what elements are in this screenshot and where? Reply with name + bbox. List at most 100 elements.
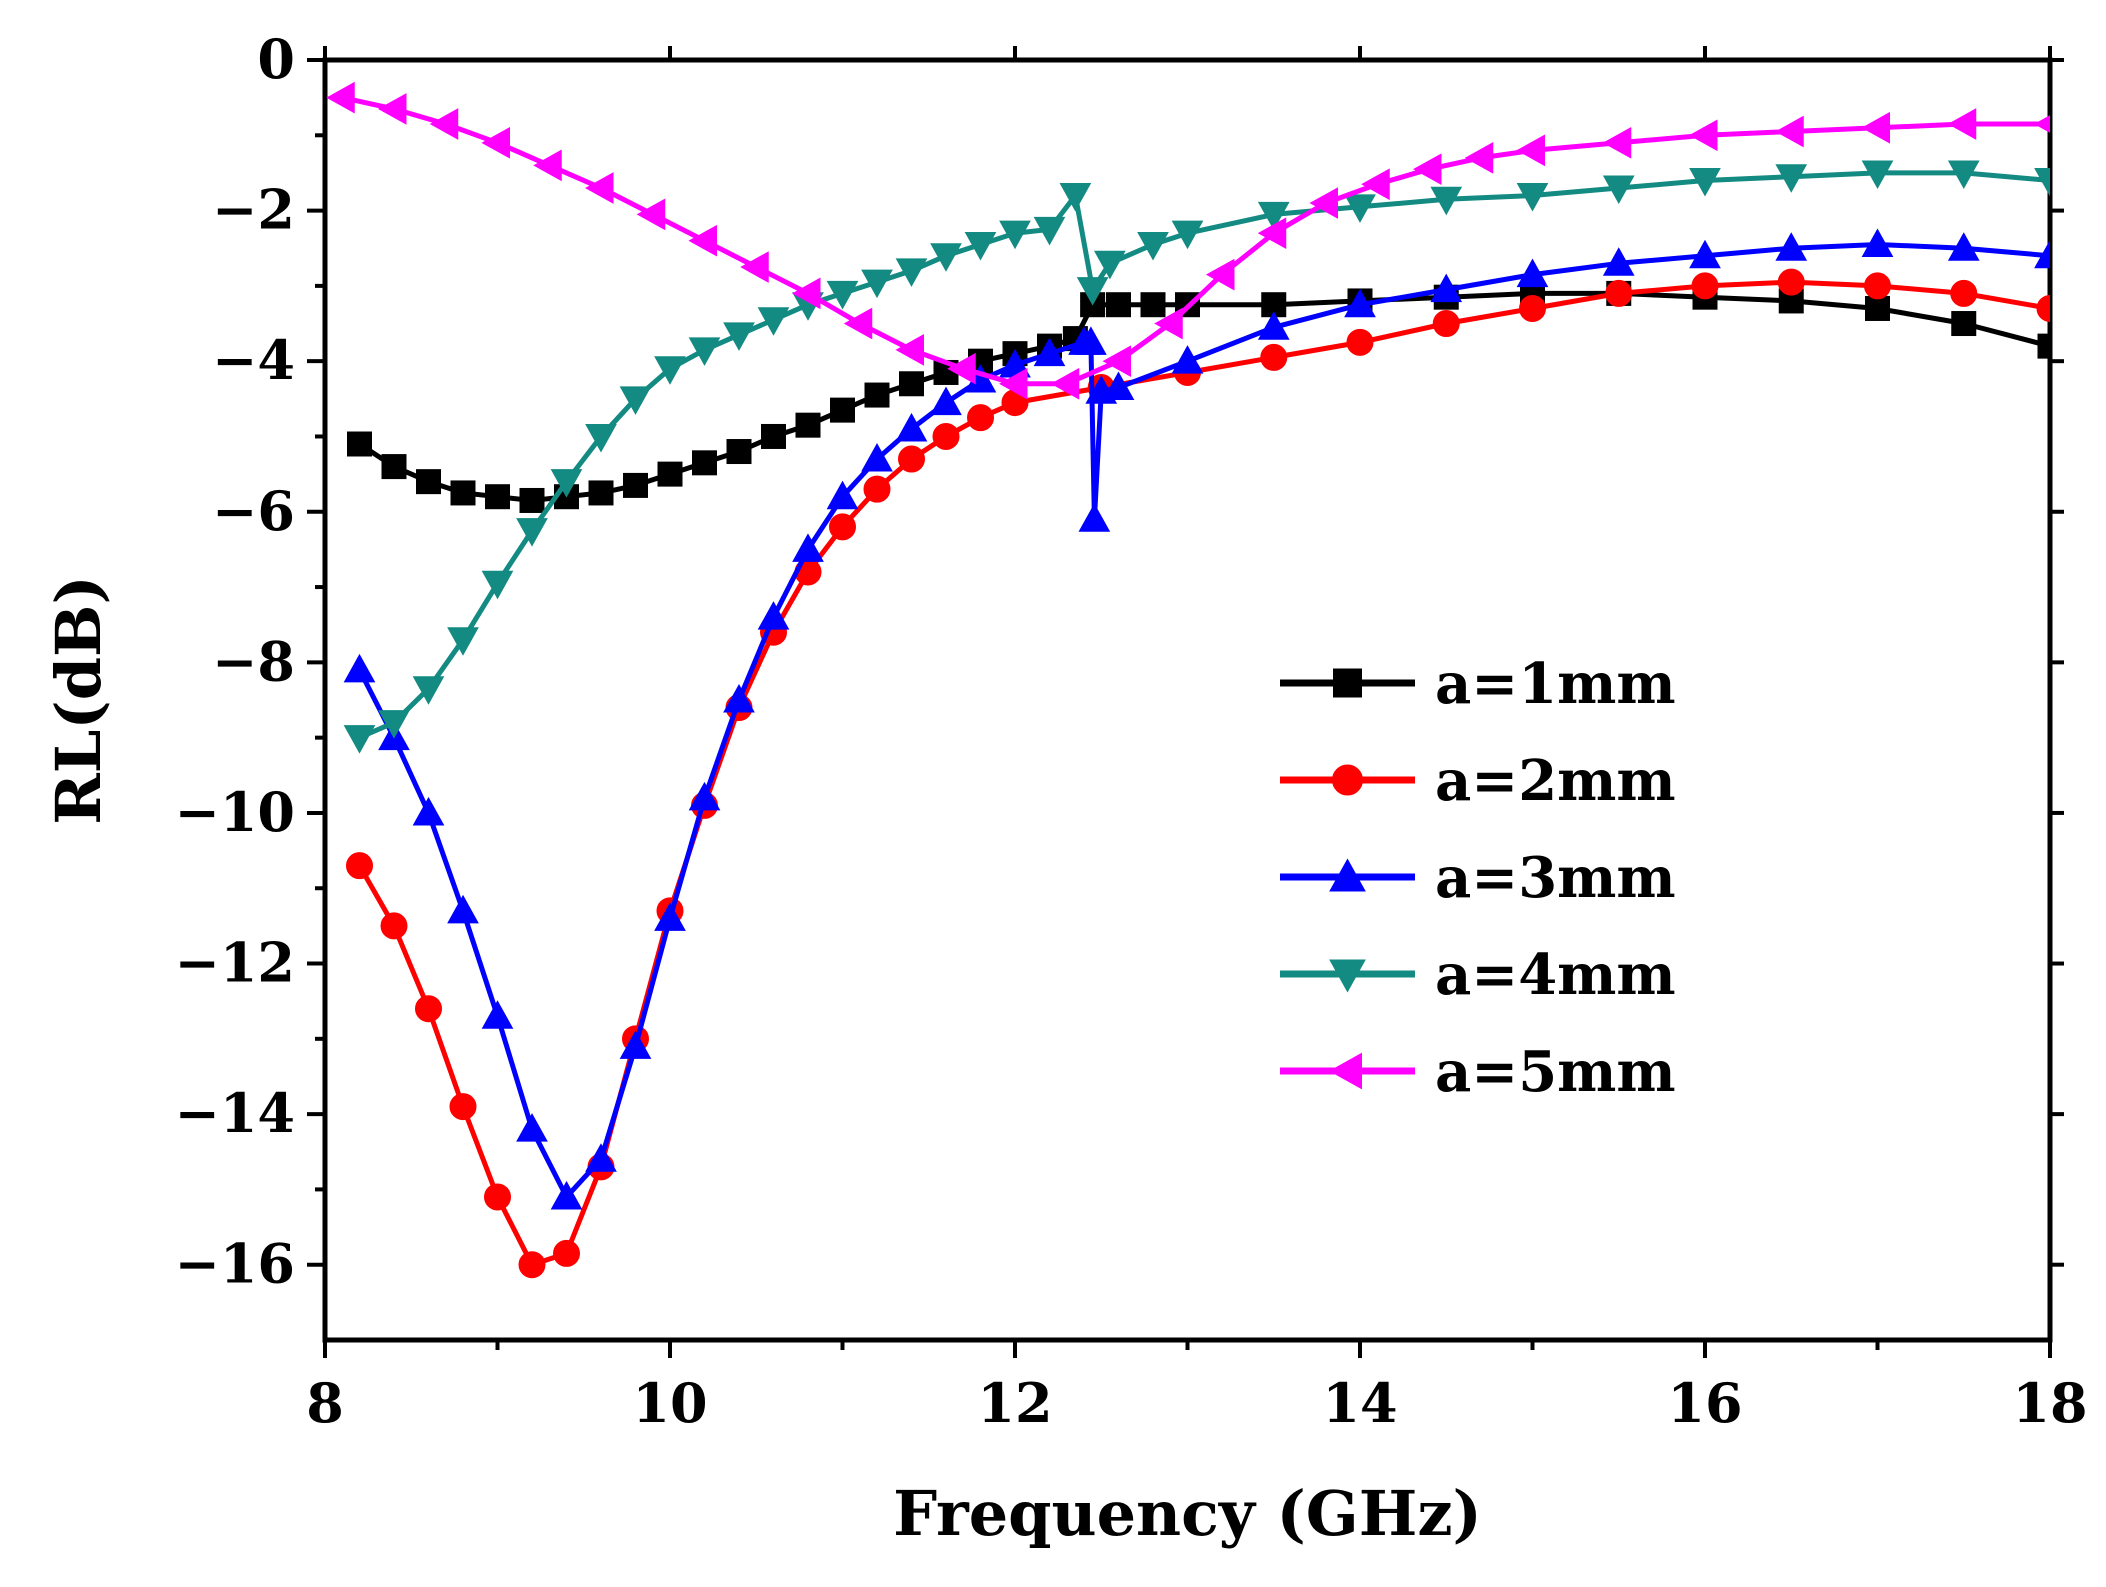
data-point bbox=[1865, 295, 1890, 321]
data-point bbox=[826, 480, 859, 510]
data-point bbox=[654, 356, 686, 385]
y-tick-label: −16 bbox=[175, 1232, 295, 1296]
data-point bbox=[1861, 160, 1894, 189]
data-point bbox=[757, 307, 790, 336]
legend-item: a=5mm bbox=[1280, 1039, 1676, 1105]
legend-label: a=1mm bbox=[1435, 651, 1676, 717]
data-point bbox=[343, 725, 376, 754]
data-point bbox=[2034, 167, 2050, 197]
x-tick-label: 12 bbox=[977, 1371, 1052, 1435]
data-point bbox=[380, 912, 408, 940]
data-point bbox=[1688, 119, 1718, 152]
data-point bbox=[1309, 187, 1338, 219]
data-point bbox=[1516, 183, 1549, 212]
data-point bbox=[864, 382, 890, 408]
data-point bbox=[1076, 277, 1109, 306]
x-tick-label: 10 bbox=[632, 1371, 707, 1435]
x-tick-label: 18 bbox=[2012, 1371, 2087, 1435]
data-point bbox=[584, 172, 614, 204]
data-point bbox=[967, 404, 994, 432]
data-point bbox=[792, 533, 824, 562]
data-point bbox=[1775, 232, 1808, 261]
data-point bbox=[1094, 250, 1126, 280]
data-point bbox=[346, 852, 373, 880]
data-point bbox=[863, 475, 891, 503]
data-point bbox=[588, 480, 614, 506]
data-point bbox=[1075, 326, 1107, 355]
legend-marker bbox=[1333, 668, 1362, 698]
y-tick-label: −10 bbox=[175, 780, 295, 844]
data-point bbox=[481, 570, 514, 600]
data-point bbox=[481, 126, 510, 159]
data-point bbox=[895, 412, 928, 442]
data-point bbox=[518, 1251, 546, 1279]
legend-label: a=3mm bbox=[1435, 845, 1676, 911]
data-point bbox=[326, 81, 355, 114]
data-point bbox=[1430, 186, 1463, 216]
data-point bbox=[447, 627, 479, 656]
data-point bbox=[930, 243, 962, 272]
data-point bbox=[481, 1000, 514, 1029]
data-point bbox=[1257, 311, 1290, 340]
data-point bbox=[550, 1180, 583, 1210]
data-point bbox=[619, 1030, 652, 1059]
data-point bbox=[688, 337, 721, 366]
data-point bbox=[516, 518, 548, 547]
data-point bbox=[899, 371, 924, 397]
data-point bbox=[1412, 153, 1442, 186]
series-3 bbox=[343, 228, 2050, 1210]
data-point bbox=[898, 445, 925, 473]
data-point bbox=[1154, 307, 1183, 340]
data-point bbox=[692, 450, 717, 476]
data-point bbox=[1432, 310, 1460, 338]
data-point bbox=[895, 258, 928, 287]
x-tick-label: 16 bbox=[1667, 1371, 1742, 1435]
data-point bbox=[654, 902, 686, 931]
series-line bbox=[358, 290, 2050, 503]
data-point bbox=[1344, 288, 1376, 318]
data-point bbox=[347, 431, 372, 457]
data-point bbox=[1140, 292, 1166, 318]
data-point bbox=[657, 461, 683, 487]
x-axis-title: Frequency (GHz) bbox=[893, 1477, 1482, 1550]
data-point bbox=[416, 469, 441, 495]
series-5 bbox=[326, 81, 2050, 400]
data-point bbox=[533, 149, 562, 182]
y-tick-label: −12 bbox=[175, 931, 295, 995]
axes: 8 10 12 14 16 18 0 −2 −4 −6 −8 −10 −12 −14 −16 bbox=[175, 27, 2088, 1435]
data-point bbox=[1519, 294, 1546, 322]
series-line bbox=[358, 170, 2050, 740]
data-point bbox=[2033, 115, 2050, 133]
series-layer bbox=[326, 81, 2050, 1279]
data-point bbox=[1864, 272, 1891, 300]
series-1 bbox=[347, 280, 2050, 513]
series-line bbox=[357, 242, 2050, 1200]
data-point bbox=[932, 422, 960, 450]
y-axis-title: RL(dB) bbox=[42, 575, 115, 825]
legend-marker bbox=[1329, 858, 1366, 892]
legend-label: a=4mm bbox=[1435, 942, 1676, 1008]
legend: a=1mm a=2mm a=3mm a=4mm a=5mm bbox=[1280, 651, 1676, 1105]
data-point bbox=[861, 443, 893, 472]
legend-label: a=5mm bbox=[1435, 1039, 1676, 1105]
data-point bbox=[1078, 503, 1111, 532]
y-tick-label: −14 bbox=[175, 1081, 295, 1145]
data-point bbox=[550, 469, 583, 498]
data-point bbox=[1516, 258, 1549, 288]
data-point bbox=[1951, 311, 1977, 337]
y-tick-label: −2 bbox=[212, 178, 295, 242]
data-point bbox=[585, 423, 617, 453]
data-point bbox=[516, 1113, 548, 1142]
data-point bbox=[1947, 160, 1980, 189]
data-point bbox=[843, 307, 873, 340]
data-point bbox=[1689, 239, 1721, 269]
data-point bbox=[1137, 231, 1169, 261]
y-tick-label: −4 bbox=[212, 328, 295, 392]
data-point bbox=[1775, 115, 1804, 148]
data-point bbox=[964, 231, 997, 261]
data-point bbox=[1516, 134, 1545, 167]
data-point bbox=[1059, 183, 1092, 212]
data-point bbox=[1257, 201, 1290, 231]
y-tick-label: −6 bbox=[212, 479, 295, 543]
